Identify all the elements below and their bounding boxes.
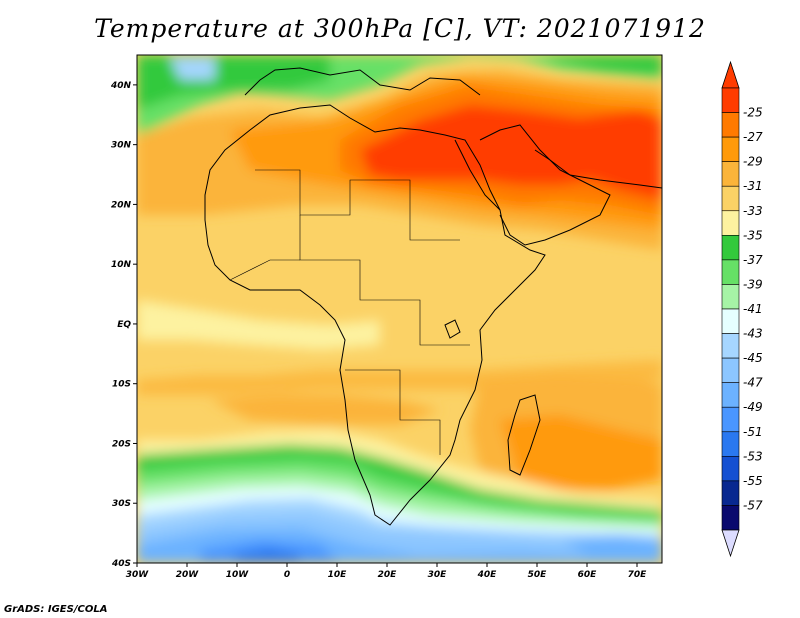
- lon-label: 10E: [328, 570, 348, 580]
- colorbar-swatch: [721, 259, 740, 285]
- colorbar-swatch: [721, 505, 740, 531]
- colorbar-bottom-triangle: [721, 529, 740, 558]
- colorbar-label: -47: [743, 376, 763, 390]
- lake-victoria: [444, 319, 461, 339]
- persian-gulf: [534, 149, 571, 176]
- colorbar-swatch: [721, 87, 740, 113]
- border-1: [255, 169, 460, 241]
- colorbar-label: -43: [743, 327, 763, 341]
- lat-label: 30S: [112, 499, 131, 509]
- lon-label: 50E: [528, 570, 548, 580]
- colorbar-label: -45: [743, 351, 763, 365]
- lon-label: 70E: [628, 570, 648, 580]
- lon-label: 30E: [428, 570, 448, 580]
- lat-label: 10S: [112, 380, 131, 390]
- lat-label: 20S: [112, 439, 131, 449]
- colorbar-label: -49: [743, 400, 763, 414]
- latitude-labels: 40N 30N 20N 10N EQ 10S 20S 30S 40S: [110, 81, 137, 569]
- lat-label: EQ: [117, 320, 131, 330]
- colorbar-swatch: [721, 431, 740, 457]
- colorbar-label: -25: [743, 106, 763, 120]
- colorbar-swatch: [721, 357, 740, 383]
- coastlines: [204, 67, 662, 526]
- colorbar-swatch: [721, 406, 740, 433]
- lon-label: 10W: [226, 570, 250, 580]
- colorbar-swatch: [721, 235, 740, 261]
- colorbar-swatch: [721, 185, 740, 212]
- colorbar-swatch: [721, 456, 740, 482]
- lon-label: 20E: [378, 570, 398, 580]
- lon-label: 60E: [578, 570, 598, 580]
- lon-label: 40E: [477, 570, 498, 580]
- colorbar-label: -55: [743, 474, 763, 488]
- colorbar-label: -35: [743, 228, 763, 242]
- colorbar-label: -57: [743, 498, 763, 512]
- iran-india-coast: [569, 174, 662, 189]
- footer-credit: GrADS: IGES/COLA: [4, 604, 108, 615]
- colorbar-label: -37: [743, 253, 763, 267]
- colorbar-label: -33: [743, 204, 763, 218]
- longitude-labels: 30W 20W 10W 0 10E 20E 30E 40E 50E 60E 70E: [126, 563, 647, 580]
- lat-label: 40S: [111, 559, 131, 569]
- arabia-coastline: [479, 124, 611, 246]
- lat-label: 40N: [110, 81, 132, 91]
- lat-label: 10N: [111, 260, 132, 270]
- colorbar-label: -27: [743, 130, 763, 144]
- colorbar-label: -53: [743, 449, 763, 463]
- map-frame: [136, 54, 663, 564]
- colorbar-swatch: [721, 161, 740, 187]
- lon-label: 30W: [126, 570, 150, 580]
- madagascar: [507, 394, 541, 476]
- lon-label: 20W: [176, 570, 200, 580]
- colorbar: -25 -27 -29 -31 -33 -35 -37 -39 -41 -43 -45 -47 -49 -…: [721, 60, 763, 558]
- red-sea: [454, 139, 501, 211]
- lat-label: 30N: [111, 141, 132, 151]
- colorbar-label: -41: [743, 302, 763, 316]
- colorbar-label: -31: [743, 179, 763, 193]
- border-3: [345, 369, 441, 455]
- map-title: Temperature at 300hPa [C], VT: 202107191…: [94, 14, 706, 43]
- colorbar-swatch: [721, 284, 740, 310]
- colorbar-swatch: [721, 308, 740, 334]
- temperature-field: [137, 55, 662, 563]
- lon-label: 0: [284, 570, 290, 580]
- colorbar-label: -51: [743, 425, 763, 439]
- colorbar-swatch: [721, 210, 740, 236]
- colorbar-swatch: [721, 333, 740, 359]
- colorbar-label: -29: [743, 155, 763, 169]
- border-4: [229, 259, 300, 281]
- africa-coastline: [204, 104, 546, 526]
- colorbar-swatch: [721, 480, 740, 506]
- colorbar-top-triangle: [721, 60, 740, 89]
- colorbar-swatch: [721, 136, 740, 162]
- colorbar-label: -39: [743, 277, 763, 291]
- europe-coast: [244, 67, 481, 96]
- colorbar-swatch: [721, 382, 740, 408]
- lat-label: 20N: [111, 200, 132, 210]
- colorbar-swatch: [721, 112, 740, 138]
